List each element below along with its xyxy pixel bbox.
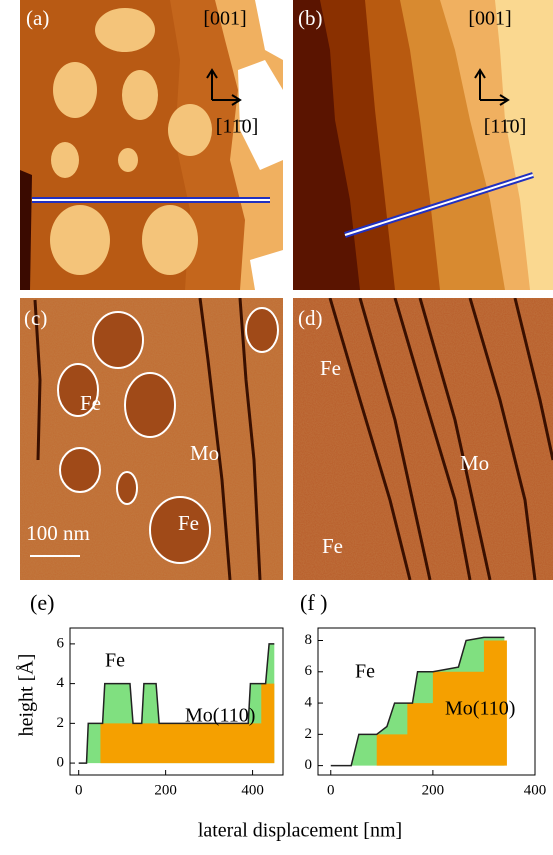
annotation: Fe [105, 650, 125, 672]
panel-label: (d) [298, 306, 323, 330]
panel-label: (a) [26, 6, 49, 30]
x-tick-label: 0 [75, 782, 83, 798]
direction-label: [001] [468, 8, 511, 30]
stm-image-b [293, 0, 553, 290]
annotation: Mo [460, 451, 489, 475]
x-tick-label: 400 [241, 782, 264, 798]
scale-bar-label: 100 nm [26, 521, 90, 545]
annotation: Mo(110) [445, 698, 515, 720]
y-tick-label: 2 [57, 715, 65, 731]
y-tick-label: 8 [305, 632, 313, 648]
annotation: Fe [80, 391, 101, 415]
direction-label: [11̄0] [216, 116, 259, 138]
y-axis-label: height [Å] [16, 654, 38, 737]
annotation: Fe [322, 534, 343, 558]
x-axis-label: lateral displacement [nm] [198, 820, 402, 842]
y-tick-label: 6 [57, 635, 65, 651]
panel-label: (c) [24, 306, 47, 330]
page: {"images":[ {"label":"(a)","direction_up… [0, 0, 553, 850]
y-tick-label: 4 [57, 675, 65, 691]
y-tick-label: 2 [305, 726, 313, 742]
y-tick-label: 4 [305, 695, 313, 711]
stm-image-a [20, 0, 283, 290]
x-tick-label: 200 [422, 782, 445, 798]
direction-label: [11̄0] [484, 116, 527, 138]
x-tick-label: 400 [524, 782, 547, 798]
x-tick-label: 0 [327, 782, 335, 798]
direction-label: [001] [203, 8, 246, 30]
annotation: Fe [178, 511, 199, 535]
annotation: Fe [320, 356, 341, 380]
annotation: Fe [355, 661, 375, 683]
x-tick-label: 200 [154, 782, 177, 798]
panel-label: (f ) [300, 590, 327, 615]
figure: (a) [001] [11̄0] (b) [001] [11̄0] (c) Fe Mo Fe 100… [0, 0, 553, 850]
annotation: Mo(110) [185, 705, 255, 727]
y-tick-label: 0 [57, 755, 65, 771]
y-tick-label: 0 [305, 757, 313, 773]
panel-label: (b) [298, 6, 323, 30]
panel-label: (e) [30, 590, 54, 615]
y-tick-label: 6 [305, 663, 313, 679]
annotation: Mo [190, 441, 219, 465]
